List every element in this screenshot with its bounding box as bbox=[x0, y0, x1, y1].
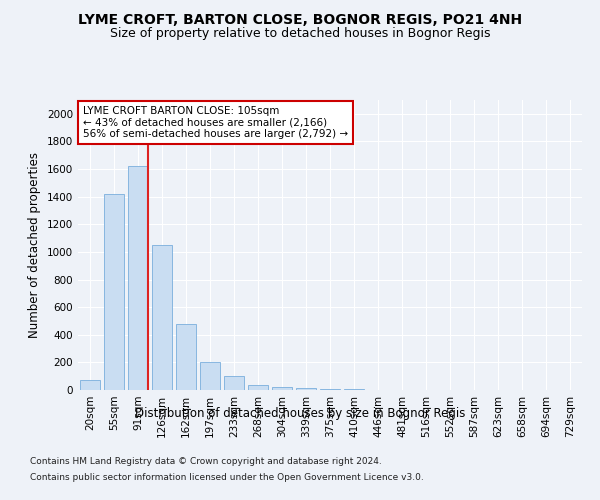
Text: Contains public sector information licensed under the Open Government Licence v3: Contains public sector information licen… bbox=[30, 472, 424, 482]
Text: Contains HM Land Registry data © Crown copyright and database right 2024.: Contains HM Land Registry data © Crown c… bbox=[30, 458, 382, 466]
Bar bbox=[296, 388, 316, 390]
Bar bbox=[272, 386, 292, 390]
Bar bbox=[200, 362, 220, 390]
Text: Size of property relative to detached houses in Bognor Regis: Size of property relative to detached ho… bbox=[110, 28, 490, 40]
Text: Distribution of detached houses by size in Bognor Regis: Distribution of detached houses by size … bbox=[135, 408, 465, 420]
Y-axis label: Number of detached properties: Number of detached properties bbox=[28, 152, 41, 338]
Bar bbox=[80, 380, 100, 390]
Bar bbox=[176, 324, 196, 390]
Bar bbox=[152, 245, 172, 390]
Text: LYME CROFT BARTON CLOSE: 105sqm
← 43% of detached houses are smaller (2,166)
56%: LYME CROFT BARTON CLOSE: 105sqm ← 43% of… bbox=[83, 106, 348, 139]
Text: LYME CROFT, BARTON CLOSE, BOGNOR REGIS, PO21 4NH: LYME CROFT, BARTON CLOSE, BOGNOR REGIS, … bbox=[78, 12, 522, 26]
Bar bbox=[224, 376, 244, 390]
Bar bbox=[248, 385, 268, 390]
Bar bbox=[128, 166, 148, 390]
Bar bbox=[320, 388, 340, 390]
Bar bbox=[104, 194, 124, 390]
